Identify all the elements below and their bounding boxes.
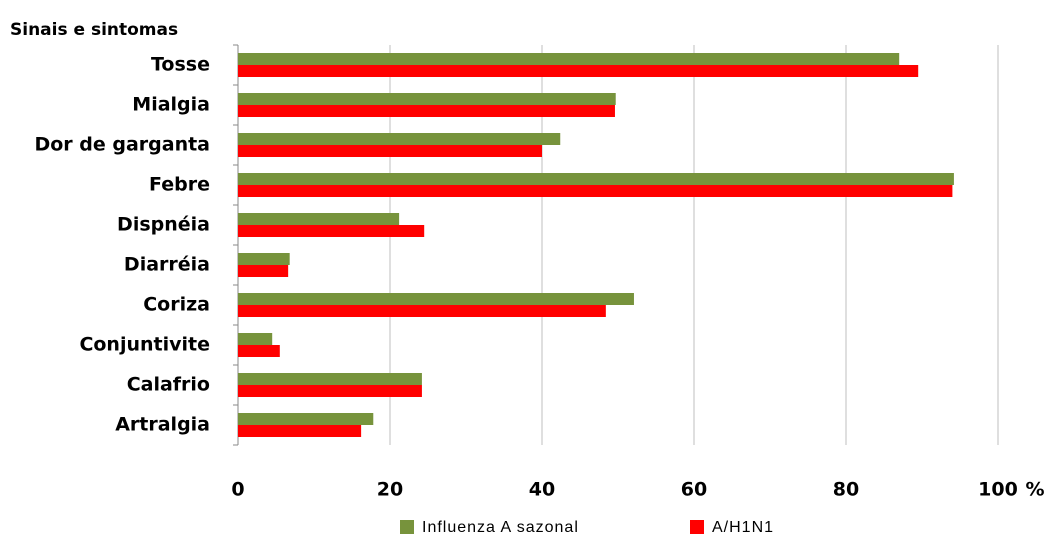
y-tick-label: Febre (149, 174, 210, 196)
legend-label: A/H1N1 (712, 519, 774, 536)
y-tick-label: Coriza (143, 294, 210, 316)
bar (238, 93, 616, 105)
bar (238, 145, 542, 157)
bar (238, 225, 425, 237)
x-tick-label: 0 (231, 479, 244, 501)
legend-swatch (400, 520, 414, 534)
y-tick-label: Tosse (151, 54, 210, 76)
bar (238, 173, 954, 185)
y-tick-label: Dispnéia (117, 214, 210, 236)
x-tick-label: 20 (377, 479, 403, 501)
x-tick-label: 60 (681, 479, 707, 501)
bar (238, 185, 953, 197)
bar (238, 213, 400, 225)
bar (238, 253, 290, 265)
y-tick-label: Diarréia (124, 254, 210, 276)
legend-swatch (690, 520, 704, 534)
bar (238, 293, 634, 305)
y-axis-label: Sinais e sintomas (10, 20, 178, 40)
x-tick-label: 80 (833, 479, 859, 501)
legend-label: Influenza A sazonal (422, 519, 579, 536)
bar (238, 385, 422, 397)
y-tick-label: Artralgia (115, 414, 210, 436)
bar (238, 65, 919, 77)
bar (238, 53, 900, 65)
bar (238, 105, 615, 117)
bar (238, 133, 561, 145)
bar (238, 333, 273, 345)
y-tick-label: Mialgia (132, 94, 210, 116)
bar (238, 265, 289, 277)
bar (238, 345, 280, 357)
bar (238, 373, 422, 385)
y-tick-label: Dor de garganta (34, 134, 210, 156)
y-tick-label: Calafrio (127, 374, 210, 396)
x-tick-label: 100 (978, 479, 1018, 501)
x-tick-label: 40 (529, 479, 555, 501)
bar (238, 425, 362, 437)
bar (238, 413, 374, 425)
x-axis-label: % (1025, 479, 1044, 501)
bar (238, 305, 606, 317)
y-tick-label: Conjuntivite (79, 334, 210, 356)
